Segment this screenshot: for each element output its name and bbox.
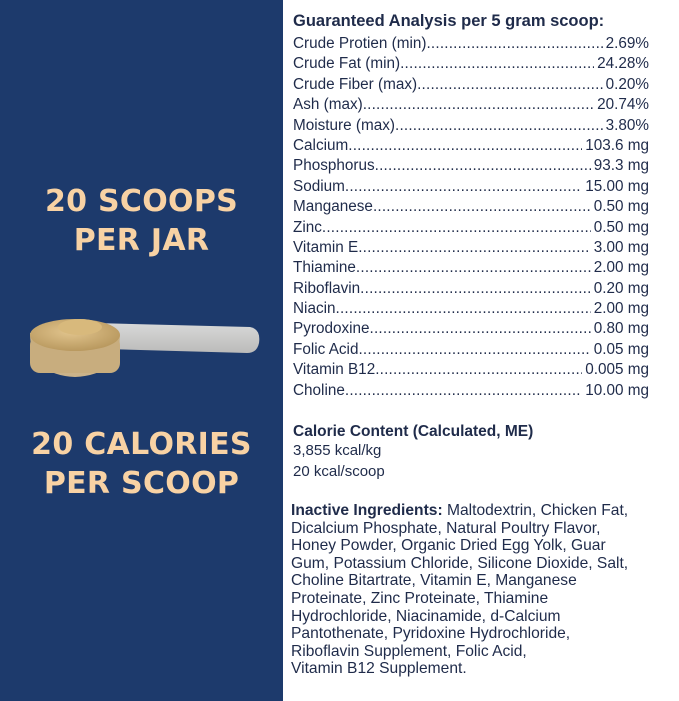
nutrient-name: Vitamin E bbox=[293, 238, 359, 256]
analysis-row: Calcium 103.6 mg bbox=[293, 136, 649, 156]
analysis-table: Crude Protien (min) 2.69% Crude Fat (min) 2… bbox=[293, 34, 649, 401]
calories-per-scoop-headline: 20 CALORIES PER SCOOP bbox=[0, 425, 283, 503]
analysis-row: Crude Protien (min) 2.69% bbox=[293, 34, 649, 54]
nutrient-name: Riboflavin bbox=[293, 279, 361, 297]
nutrient-name: Phosphorus bbox=[293, 157, 375, 175]
nutrient-value: 93.3 mg bbox=[593, 157, 649, 175]
ingredients-line: Vitamin B12 Supplement. bbox=[291, 660, 467, 678]
nutrient-name: Thiamine bbox=[293, 259, 356, 277]
ingredients-text: Maltodextrin, Chicken Fat, bbox=[442, 502, 629, 519]
analysis-row: Phosphorus 93.3 mg bbox=[293, 156, 649, 176]
headline-line: PER JAR bbox=[73, 223, 210, 258]
nutrient-value: 0.05 mg bbox=[593, 340, 649, 358]
analysis-row: Zinc 0.50 mg bbox=[293, 218, 649, 238]
ingredients-line: Dicalcium Phosphate, Natural Poultry Fla… bbox=[291, 519, 601, 537]
nutrient-value: 3.80% bbox=[605, 116, 649, 134]
ingredients-line: Choline Bitartrate, Vitamin E, Manganese bbox=[291, 572, 577, 590]
ingredients-line: Gum, Potassium Chloride, Silicone Dioxid… bbox=[291, 554, 629, 572]
nutrient-name: Crude Fat (min) bbox=[293, 55, 401, 73]
analysis-row: Riboflavin 0.20 mg bbox=[293, 279, 649, 299]
analysis-title: Guaranteed Analysis per 5 gram scoop: bbox=[293, 12, 605, 30]
inactive-ingredients: Inactive Ingredients: Maltodextrin, Chic… bbox=[291, 502, 679, 678]
analysis-row: Crude Fat (min) 24.28% bbox=[293, 54, 649, 74]
analysis-row: Thiamine 2.00 mg bbox=[293, 258, 649, 278]
nutrient-name: Manganese bbox=[293, 198, 373, 216]
nutrient-value: 3.00 mg bbox=[593, 238, 649, 256]
nutrient-name: Zinc bbox=[293, 218, 322, 236]
dot-leader bbox=[363, 95, 594, 115]
ingredients-line: Proteinate, Zinc Proteinate, Thiamine bbox=[291, 589, 549, 607]
nutrient-value: 2.00 mg bbox=[593, 300, 649, 318]
analysis-row: Folic Acid 0.05 mg bbox=[293, 340, 649, 360]
dot-leader bbox=[395, 116, 603, 136]
analysis-row: Manganese 0.50 mg bbox=[293, 197, 649, 217]
analysis-row: Sodium 15.00 mg bbox=[293, 177, 649, 197]
nutrient-value: 15.00 mg bbox=[585, 177, 649, 195]
nutrient-name: Folic Acid bbox=[293, 340, 359, 358]
dot-leader bbox=[345, 381, 582, 401]
inactive-label: Inactive Ingredients: bbox=[291, 502, 443, 519]
dot-leader bbox=[417, 75, 603, 95]
dot-leader bbox=[358, 340, 590, 360]
analysis-row: Vitamin B12 0.005 mg bbox=[293, 360, 649, 380]
nutrient-value: 0.80 mg bbox=[593, 320, 649, 338]
nutrient-name: Calcium bbox=[293, 136, 349, 154]
ingredients-line: Riboflavin Supplement, Folic Acid, bbox=[291, 642, 527, 660]
dot-leader bbox=[348, 136, 582, 156]
dot-leader bbox=[426, 34, 602, 54]
dot-leader bbox=[360, 279, 591, 299]
nutrient-value: 20.74% bbox=[597, 96, 649, 114]
ingredients-line: Hydrochloride, Niacinamide, d-Calcium bbox=[291, 607, 561, 625]
nutrient-value: 10.00 mg bbox=[585, 381, 649, 399]
analysis-row: Niacin 2.00 mg bbox=[293, 299, 649, 319]
ingredients-line: Pantothenate, Pyridoxine Hydrochloride, bbox=[291, 625, 571, 643]
analysis-row: Ash (max) 20.74% bbox=[293, 95, 649, 115]
scoops-per-jar-headline: 20 SCOOPS PER JAR bbox=[0, 182, 283, 260]
analysis-row: Pyrodoxine 0.80 mg bbox=[293, 319, 649, 339]
nutrient-name: Crude Fiber (max) bbox=[293, 75, 418, 93]
dot-leader bbox=[345, 177, 582, 197]
nutrient-value: 24.28% bbox=[597, 55, 649, 73]
headline-line: PER SCOOP bbox=[43, 466, 240, 501]
nutrient-value: 2.69% bbox=[605, 35, 649, 52]
analysis-row: Choline 10.00 mg bbox=[293, 381, 649, 401]
ingredients-line: Honey Powder, Organic Dried Egg Yolk, Gu… bbox=[291, 537, 606, 555]
left-panel: 20 SCOOPS PER JAR 20 CALORIES PER SCOOP bbox=[0, 0, 283, 701]
nutrient-name: Vitamin B12 bbox=[293, 361, 376, 379]
dot-leader bbox=[358, 238, 591, 258]
calorie-per-scoop: 20 kcal/scoop bbox=[293, 463, 385, 480]
analysis-row: Vitamin E 3.00 mg bbox=[293, 238, 649, 258]
analysis-row: Crude Fiber (max) 0.20% bbox=[293, 75, 649, 95]
headline-line: 20 CALORIES bbox=[31, 427, 252, 462]
dot-leader bbox=[356, 258, 591, 278]
nutrient-value: 0.20 mg bbox=[593, 279, 649, 297]
nutrient-value: 103.6 mg bbox=[585, 136, 649, 154]
analysis-row: Moisture (max) 3.80% bbox=[293, 116, 649, 136]
nutrient-name: Crude Protien (min) bbox=[293, 35, 427, 52]
nutrient-value: 0.50 mg bbox=[593, 218, 649, 236]
nutrient-name: Niacin bbox=[293, 300, 336, 318]
headline-line: 20 SCOOPS bbox=[44, 184, 239, 219]
dot-leader bbox=[336, 299, 591, 319]
dot-leader bbox=[370, 319, 591, 339]
nutrient-name: Ash (max) bbox=[293, 96, 363, 114]
dot-leader bbox=[375, 156, 591, 176]
nutrient-value: 0.005 mg bbox=[585, 361, 649, 379]
nutrient-name: Choline bbox=[293, 381, 345, 399]
dot-leader bbox=[373, 197, 591, 217]
nutrient-value: 0.50 mg bbox=[593, 198, 649, 216]
dot-leader bbox=[400, 54, 594, 74]
nutrient-name: Sodium bbox=[293, 177, 345, 195]
nutrient-value: 2.00 mg bbox=[593, 259, 649, 277]
dot-leader bbox=[375, 360, 582, 380]
calorie-per-kg: 3,855 kcal/kg bbox=[293, 442, 382, 459]
calorie-title: Calorie Content (Calculated, ME) bbox=[293, 423, 534, 440]
ingredients-line: Inactive Ingredients: Maltodextrin, Chic… bbox=[291, 502, 679, 520]
scoop-image bbox=[30, 319, 260, 377]
nutrient-name: Moisture (max) bbox=[293, 116, 395, 134]
dot-leader bbox=[322, 218, 591, 238]
nutrient-name: Pyrodoxine bbox=[293, 320, 370, 338]
nutrient-value: 0.20% bbox=[605, 75, 649, 93]
